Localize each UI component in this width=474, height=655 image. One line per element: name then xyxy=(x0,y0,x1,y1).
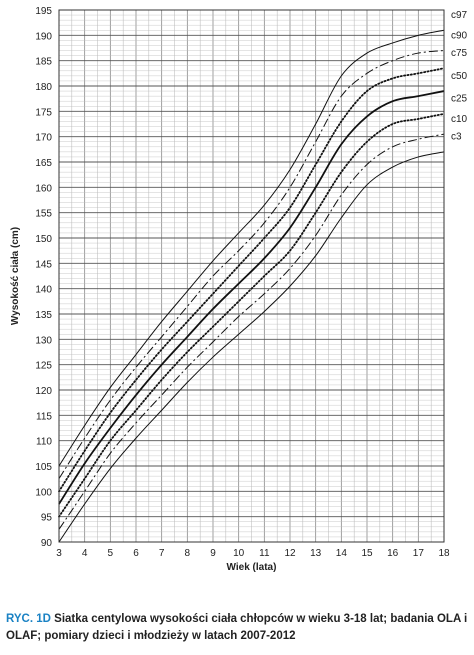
series-labels: c97 c90 c75 c50 c25 c10 c3 xyxy=(451,10,468,143)
series-line-c50 xyxy=(58,90,445,505)
series-label-c90: c90 xyxy=(451,30,468,41)
x-tick-label: 14 xyxy=(336,548,348,559)
y-tick-label: 110 xyxy=(36,437,52,448)
series-label-c97: c97 xyxy=(451,10,468,21)
series-label-c25: c25 xyxy=(451,94,468,105)
series-label-c75: c75 xyxy=(451,48,468,59)
x-tick-labels: 3 4 5 6 7 8 9 10 11 12 13 14 15 16 17 18 xyxy=(56,548,450,559)
centile-chart: 9095100105110115120125130135140145150155… xyxy=(10,6,468,573)
x-tick-label: 15 xyxy=(361,548,373,559)
y-tick-labels: 90 95 100 105 110 115 120 125 130 135 140 145 150 155… xyxy=(35,6,52,549)
y-tick-label: 160 xyxy=(35,183,52,194)
series-line-c25 xyxy=(58,112,445,518)
x-tick-label: 9 xyxy=(210,548,216,559)
x-tick-label: 8 xyxy=(185,548,191,559)
x-tick-label: 18 xyxy=(438,548,450,559)
series-label-c3: c3 xyxy=(451,132,462,143)
caption-text: Siatka centylowa wysokości ciała chłopcó… xyxy=(6,613,468,642)
y-tick-label: 125 xyxy=(35,361,52,372)
y-tick-label: 135 xyxy=(35,310,52,321)
x-tick-label: 13 xyxy=(310,548,322,559)
y-axis-label: Wysokość ciała (cm) xyxy=(10,227,21,325)
y-tick-label: 120 xyxy=(35,386,52,397)
series-line-c75 xyxy=(58,67,445,493)
y-tick-label: 165 xyxy=(35,158,52,169)
y-tick-label: 170 xyxy=(35,133,52,144)
x-tick-label: 6 xyxy=(133,548,139,559)
y-tick-label: 95 xyxy=(41,513,53,524)
y-tick-label: 150 xyxy=(35,234,52,245)
x-axis-label: Wiek (lata) xyxy=(227,562,277,573)
grid-lines xyxy=(58,9,445,543)
y-tick-label: 155 xyxy=(35,209,52,220)
series-line-c90 xyxy=(58,50,445,479)
x-tick-label: 17 xyxy=(413,548,425,559)
y-tick-label: 115 xyxy=(36,411,52,422)
series-label-c50: c50 xyxy=(451,71,468,82)
y-tick-label: 140 xyxy=(35,285,52,296)
figure-number: RYC. 1D xyxy=(6,613,51,625)
series-line-c10 xyxy=(58,133,445,530)
series-label-c10: c10 xyxy=(451,114,468,125)
y-tick-label: 100 xyxy=(35,487,52,498)
x-tick-label: 4 xyxy=(82,548,88,559)
x-tick-label: 11 xyxy=(259,548,270,559)
x-tick-label: 3 xyxy=(56,548,62,559)
y-tick-label: 180 xyxy=(35,82,52,93)
x-tick-label: 10 xyxy=(233,548,245,559)
y-tick-label: 90 xyxy=(41,538,53,549)
y-tick-label: 145 xyxy=(35,259,52,270)
series-line-c97 xyxy=(58,29,445,467)
figure-caption: RYC. 1D Siatka centylowa wysokości ciała… xyxy=(6,611,468,645)
x-tick-label: 12 xyxy=(284,548,296,559)
x-tick-label: 16 xyxy=(387,548,399,559)
y-tick-label: 130 xyxy=(35,335,52,346)
y-tick-label: 190 xyxy=(35,31,52,42)
plot-frame xyxy=(58,9,445,543)
y-tick-label: 195 xyxy=(35,6,52,17)
y-tick-label: 105 xyxy=(35,462,52,473)
centile-series xyxy=(58,29,445,543)
x-tick-label: 7 xyxy=(159,548,165,559)
y-tick-label: 185 xyxy=(35,57,52,68)
series-line-c3 xyxy=(58,151,445,543)
x-tick-label: 5 xyxy=(108,548,114,559)
y-tick-label: 175 xyxy=(35,107,52,118)
